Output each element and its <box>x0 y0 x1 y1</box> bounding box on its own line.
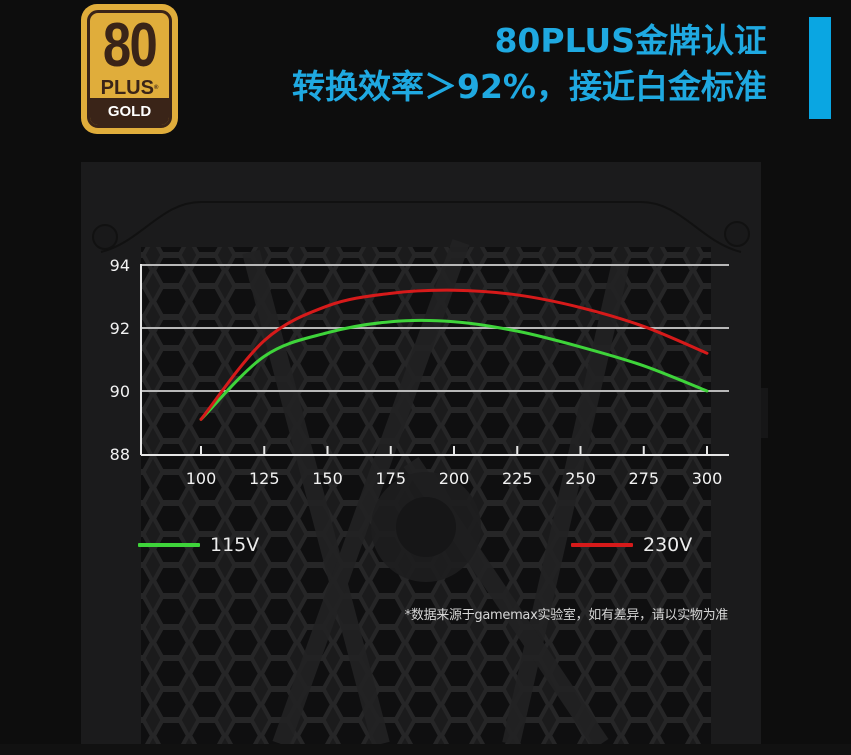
y-tick-94: 94 <box>110 256 130 275</box>
y-tick-88: 88 <box>110 445 130 464</box>
chart-axes <box>140 264 729 456</box>
x-tick-150: 150 <box>312 469 343 488</box>
legend-item-115v: 115V <box>138 533 259 557</box>
badge-tier: GOLD <box>90 98 169 125</box>
legend-item-230v: 230V <box>571 533 692 557</box>
registered-mark: ® <box>153 85 159 91</box>
badge-number: 80 <box>102 11 158 80</box>
x-tick-200: 200 <box>439 469 470 488</box>
screw-icon-right <box>724 221 750 247</box>
x-axis-tick-labels: 100 125 150 175 200 225 250 275 300 <box>186 469 723 488</box>
x-tick-100: 100 <box>186 469 217 488</box>
headline-line-2: 转换效率＞92%，接近白金标准 <box>292 67 767 106</box>
x-tick-175: 175 <box>375 469 406 488</box>
legend-swatch-115v <box>138 543 200 547</box>
legend-swatch-230v <box>571 543 633 547</box>
y-axis-tick-labels: 88 90 92 94 <box>110 256 130 464</box>
screw-icon-left <box>92 224 118 250</box>
badge-plus-text: PLUS® <box>90 77 169 99</box>
accent-bar <box>809 17 831 119</box>
series-line-115v <box>199 318 709 421</box>
chart-gridlines <box>141 264 729 392</box>
badge-frame: 80 PLUS® GOLD <box>87 10 172 128</box>
x-tick-125: 125 <box>249 469 280 488</box>
bottom-strip <box>0 744 851 755</box>
legend-label-115v: 115V <box>210 534 260 556</box>
x-tick-275: 275 <box>628 469 659 488</box>
headline-line-1: 80PLUS金牌认证 <box>494 21 767 60</box>
chart-series <box>199 288 709 421</box>
headline: 80PLUS金牌认证 转换效率＞92%，接近白金标准 <box>292 18 767 110</box>
y-tick-92: 92 <box>110 319 130 338</box>
x-tick-225: 225 <box>502 469 533 488</box>
series-line-230v <box>199 288 709 421</box>
x-tick-250: 250 <box>565 469 596 488</box>
badge-plus-label: PLUS <box>100 77 154 99</box>
legend-label-230v: 230V <box>643 534 693 556</box>
y-tick-90: 90 <box>110 382 130 401</box>
data-source-footnote: *数据来源于gamemax实验室，如有差异，请以实物为准 <box>404 608 729 623</box>
psu-side-tab <box>761 388 768 438</box>
80plus-gold-badge: 80 PLUS® GOLD <box>81 4 178 134</box>
x-tick-300: 300 <box>692 469 723 488</box>
